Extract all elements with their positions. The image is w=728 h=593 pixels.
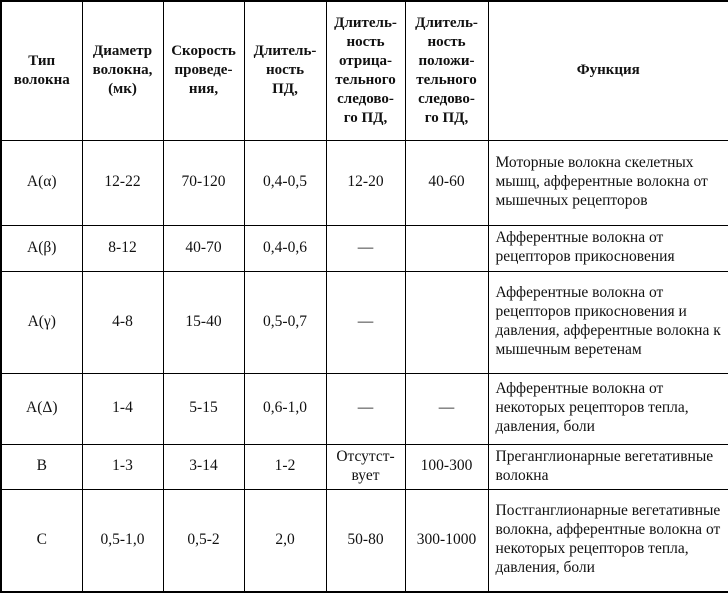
diameter-cell: 8-12 (81, 224, 164, 272)
table-row-b: B 1-3 3-14 1-2 Отсутст- вует 100-300 Пре… (0, 443, 728, 490)
negative-afterpotential-cell: — (325, 270, 406, 374)
conduction-speed-cell: 0,5-2 (162, 488, 245, 593)
header-row: Тип волокна Диаметр волокна, (мк) Скорос… (0, 0, 728, 141)
col-header-negative-afterpotential: Длитель- ность отрица- тельного следово-… (325, 0, 406, 141)
col-header-function: Функция (487, 0, 728, 141)
conduction-speed-cell: 15-40 (162, 270, 245, 374)
table-row-a-beta: A(β) 8-12 40-70 0,4-0,6 — Афферентные во… (0, 224, 728, 272)
table-row-a-alpha: A(α) 12-22 70-120 0,4-0,5 12-20 40-60 Мо… (0, 139, 728, 226)
ap-duration-cell: 0,4-0,6 (243, 224, 327, 272)
ap-duration-cell: 1-2 (243, 443, 327, 490)
positive-afterpotential-cell: 100-300 (404, 443, 489, 490)
diameter-cell: 12-22 (81, 139, 164, 226)
conduction-speed-cell: 5-15 (162, 372, 245, 445)
function-cell: Постганглионарные вегетативные волокна, … (487, 488, 728, 593)
fiber-type-cell: A(β) (0, 224, 83, 272)
negative-afterpotential-cell: — (325, 224, 406, 272)
negative-afterpotential-cell: Отсутст- вует (325, 443, 406, 490)
function-cell: Моторные волокна скелетных мышц, афферен… (487, 139, 728, 226)
conduction-speed-cell: 40-70 (162, 224, 245, 272)
table-row-a-delta: A(Δ) 1-4 5-15 0,6-1,0 — — Афферентные во… (0, 372, 728, 445)
ap-duration-cell: 0,6-1,0 (243, 372, 327, 445)
fiber-type-cell: A(γ) (0, 270, 83, 374)
col-header-diameter: Диаметр волокна, (мк) (81, 0, 164, 141)
fiber-type-cell: A(α) (0, 139, 83, 226)
function-cell: Афферентные волокна от некоторых рецепто… (487, 372, 728, 445)
function-cell: Преганглионарные вегетативные волокна (487, 443, 728, 490)
ap-duration-cell: 0,4-0,5 (243, 139, 327, 226)
negative-afterpotential-cell: — (325, 372, 406, 445)
col-header-positive-afterpotential: Длитель- ность положи- тельного следово-… (404, 0, 489, 141)
fiber-type-cell: A(Δ) (0, 372, 83, 445)
fiber-type-cell: C (0, 488, 83, 593)
ap-duration-cell: 0,5-0,7 (243, 270, 327, 374)
fiber-type-cell: B (0, 443, 83, 490)
positive-afterpotential-cell (404, 270, 489, 374)
negative-afterpotential-cell: 12-20 (325, 139, 406, 226)
col-header-conduction-speed: Скорость проведе- ния, (162, 0, 245, 141)
negative-afterpotential-cell: 50-80 (325, 488, 406, 593)
table-row-c: C 0,5-1,0 0,5-2 2,0 50-80 300-1000 Постг… (0, 488, 728, 593)
diameter-cell: 1-3 (81, 443, 164, 490)
positive-afterpotential-cell: 300-1000 (404, 488, 489, 593)
col-header-ap-duration: Длитель- ность ПД, (243, 0, 327, 141)
function-cell: Афферентные волокна от рецепторов прикос… (487, 270, 728, 374)
diameter-cell: 0,5-1,0 (81, 488, 164, 593)
positive-afterpotential-cell: — (404, 372, 489, 445)
positive-afterpotential-cell: 40-60 (404, 139, 489, 226)
conduction-speed-cell: 70-120 (162, 139, 245, 226)
ap-duration-cell: 2,0 (243, 488, 327, 593)
positive-afterpotential-cell (404, 224, 489, 272)
diameter-cell: 1-4 (81, 372, 164, 445)
function-cell: Афферентные волокна от рецепторов прикос… (487, 224, 728, 272)
col-header-fiber-type: Тип волокна (0, 0, 83, 141)
conduction-speed-cell: 3-14 (162, 443, 245, 490)
diameter-cell: 4-8 (81, 270, 164, 374)
table-row-a-gamma: A(γ) 4-8 15-40 0,5-0,7 — Афферентные вол… (0, 270, 728, 374)
